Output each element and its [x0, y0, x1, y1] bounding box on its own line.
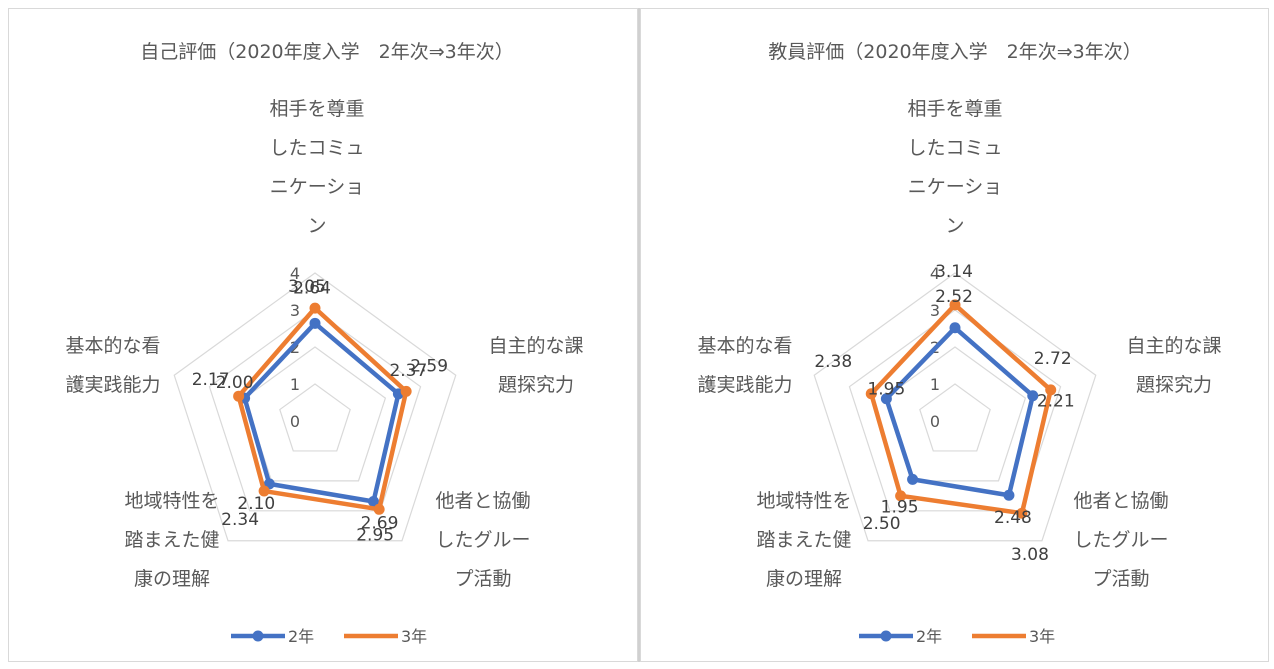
legend-marker [880, 630, 892, 642]
legend-marker [252, 630, 264, 642]
data-point [233, 390, 245, 402]
tick-label-4: 4 [930, 264, 940, 283]
radar-chart-self-evaluation: 自己評価（2020年度入学 2年次⇒3年次） 01234相手を尊重したコミュニケ… [65, 41, 583, 646]
grid-ring-1 [919, 383, 991, 452]
data-point [1003, 489, 1015, 501]
data-point [907, 473, 919, 485]
category-label: 自主的な課題探究力 [488, 335, 583, 396]
category-label: 他者と協働したグループ活動 [435, 490, 530, 590]
category-label: 相手を尊重したコミュニケーション [907, 98, 1002, 237]
data-point [865, 388, 877, 400]
data-label: 2.50 [863, 514, 901, 534]
legend-item: 2年 [859, 627, 942, 646]
data-label: 2.10 [237, 494, 275, 514]
legend-item: 3年 [972, 627, 1055, 646]
data-label: 1.95 [867, 380, 905, 400]
data-label: 3.14 [935, 262, 973, 282]
chart-panel-self-evaluation: 自己評価（2020年度入学 2年次⇒3年次） 0 1 2 3 4 相手を尊重したコミュニケ… [8, 8, 638, 662]
data-label: 2.34 [221, 510, 259, 530]
category-label: 地域特性を踏まえた健康の理解 [124, 490, 219, 590]
series-line [242, 321, 401, 504]
category-label: 自主的な課題探究力 [1126, 335, 1221, 396]
tick-label-1: 1 [290, 375, 300, 394]
data-label: 2.72 [1034, 349, 1072, 369]
data-label: 2.37 [389, 361, 427, 381]
grid-ring-4 [173, 272, 457, 542]
data-point [949, 322, 961, 334]
series-3年 [233, 302, 412, 515]
data-label: 2.64 [293, 278, 331, 298]
category-label: 他者と協働したグループ活動 [1073, 490, 1168, 590]
data-label: 2.17 [192, 370, 230, 390]
panel-divider [638, 8, 640, 662]
data-label: 3.05 [288, 277, 326, 297]
category-label: 地域特性を踏まえた健康の理解 [756, 490, 851, 590]
chart-title: 自己評価（2020年度入学 2年次⇒3年次） [140, 41, 513, 63]
radar-grid [173, 272, 457, 542]
data-label: 2.59 [410, 356, 448, 376]
tick-label-3: 3 [930, 301, 940, 320]
series-line [236, 305, 409, 512]
grid-ring-1 [279, 383, 351, 452]
series-2年 [239, 317, 404, 508]
legend-item: 3年 [344, 627, 427, 646]
tick-label-1: 1 [930, 375, 940, 394]
grid-ring-2 [243, 346, 387, 482]
category-label: 基本的な看護実践能力 [697, 335, 792, 396]
series-2年 [880, 322, 1039, 501]
data-label: 3.08 [1011, 545, 1049, 565]
data-label: 2.21 [1037, 392, 1075, 412]
data-point [373, 503, 385, 515]
chart-title: 教員評価（2020年度入学 2年次⇒3年次） [768, 41, 1141, 63]
data-label: 2.48 [994, 508, 1032, 528]
tick-label-4: 4 [290, 264, 300, 283]
data-point [309, 317, 321, 329]
radar-chart-teacher-evaluation: 教員評価（2020年度入学 2年次⇒3年次） 01234相手を尊重したコミュニケ… [697, 41, 1221, 646]
data-point [949, 299, 961, 311]
series-3年 [865, 299, 1057, 519]
legend-item: 2年 [231, 627, 314, 646]
grid-ring-3 [208, 309, 422, 512]
legend-label: 2年 [916, 627, 942, 646]
legend-label: 2年 [288, 627, 314, 646]
data-point [400, 385, 412, 397]
chart-panel-teacher-evaluation: 教員評価（2020年度入学 2年次⇒3年次） 0 1 2 3 4 相手を尊重したコミュニケ… [640, 8, 1269, 662]
tick-label-3: 3 [290, 301, 300, 320]
legend-label: 3年 [401, 627, 427, 646]
data-point [368, 496, 380, 508]
tick-label-0: 0 [290, 412, 300, 431]
grid-ring-4 [813, 272, 1097, 542]
data-point [309, 302, 321, 314]
data-point [1027, 390, 1039, 402]
data-label: 2.95 [356, 525, 394, 545]
series-line [868, 302, 1053, 516]
data-label: 2.00 [216, 373, 254, 393]
series-line [884, 325, 1036, 498]
data-point [258, 485, 270, 497]
data-label: 2.52 [935, 287, 973, 307]
data-point [880, 393, 892, 405]
data-label: 2.38 [814, 352, 852, 372]
category-label: 基本的な看護実践能力 [65, 335, 160, 396]
legend: 2年 3年 [231, 627, 427, 646]
data-point [1045, 384, 1057, 396]
data-point [895, 490, 907, 502]
legend: 2年 3年 [859, 627, 1055, 646]
legend-label: 3年 [1029, 627, 1055, 646]
category-label: 相手を尊重したコミュニケーション [269, 98, 364, 237]
data-label: 1.95 [881, 497, 919, 517]
data-label: 2.69 [361, 514, 399, 534]
data-point [1016, 507, 1028, 519]
grid-ring-3 [848, 309, 1062, 512]
tick-label-0: 0 [930, 412, 940, 431]
